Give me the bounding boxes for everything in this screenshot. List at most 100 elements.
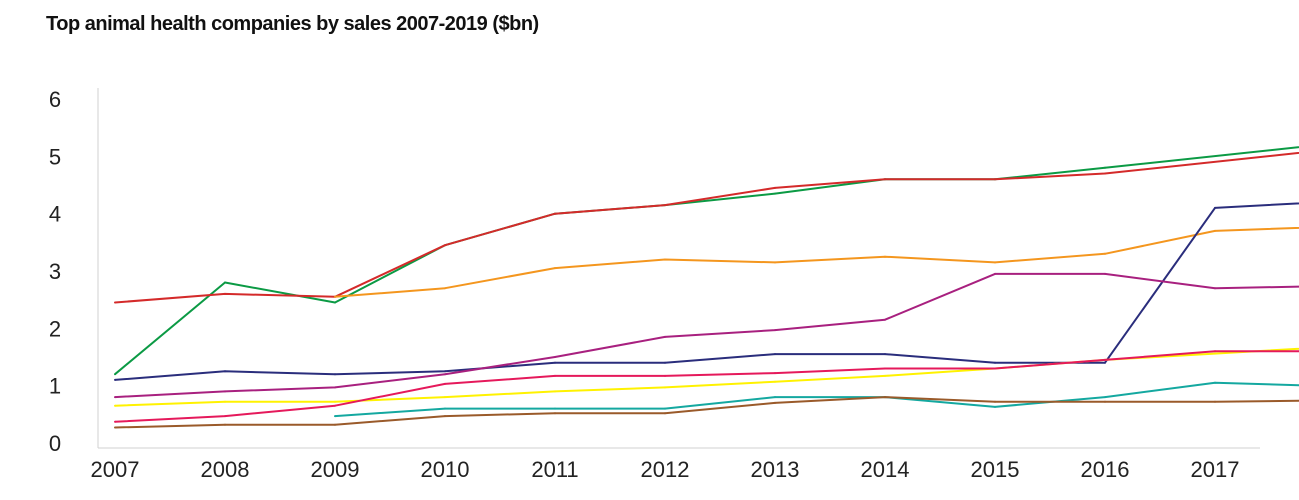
series-3-point-7 (994, 261, 996, 264)
x-tick-label: 2017 (1191, 457, 1240, 482)
series-9-point-8 (884, 396, 886, 399)
series-1-point-2 (224, 281, 226, 284)
series-8-point-8 (1104, 396, 1106, 399)
series-3-point-3 (554, 267, 556, 270)
series-4-point-3 (334, 373, 336, 376)
series-8-point-2 (444, 407, 446, 410)
series-8-point-4 (664, 407, 666, 410)
series-4-point-8 (884, 353, 886, 356)
y-tick-label: 4 (49, 202, 61, 227)
series-line-5 (114, 272, 1299, 399)
series-2-point-8 (884, 178, 886, 181)
series-7-point-11 (1214, 350, 1216, 353)
series-7-point-9 (994, 367, 996, 370)
series-9-point-3 (334, 423, 336, 426)
x-tick-label: 2009 (311, 457, 360, 482)
series-6-point-5 (554, 390, 556, 393)
series-6-point-7 (774, 380, 776, 383)
series-9-point-4 (444, 415, 446, 418)
series-8-point-1 (334, 415, 336, 418)
series-7-point-3 (334, 404, 336, 407)
series-4-point-5 (554, 361, 556, 364)
series-2-point-1 (114, 301, 116, 304)
series-6-point-4 (444, 396, 446, 399)
series-1-point-3 (334, 301, 336, 304)
series-4-point-4 (444, 370, 446, 373)
series-6-point-6 (664, 386, 666, 389)
series-3-point-4 (664, 258, 666, 261)
series-4-point-7 (774, 353, 776, 356)
series-9-point-1 (114, 426, 116, 429)
series-5-point-5 (554, 356, 556, 358)
series-9-point-9 (994, 400, 996, 403)
series-5-point-7 (774, 329, 776, 332)
series-7-point-2 (224, 415, 226, 418)
series-9-point-7 (774, 401, 776, 404)
series-2-point-5 (554, 212, 556, 215)
y-tick-label: 0 (49, 431, 61, 456)
series-7-point-1 (114, 420, 116, 423)
x-tick-labels: 2007 2008 2009 2010 2011 2012 2013 2014 2015 2016… (91, 457, 1240, 482)
x-tick-label: 2010 (421, 457, 470, 482)
series-3-point-2 (444, 287, 446, 290)
series-2-point-2 (224, 292, 226, 295)
series-7-point-10 (1104, 358, 1106, 361)
series-line-7 (114, 350, 1299, 423)
series-4-point-10 (1104, 361, 1106, 364)
series-7-point-5 (554, 374, 556, 377)
series-7-point-7 (774, 372, 776, 375)
series-3-point-5 (774, 261, 776, 264)
series-4-point-6 (664, 361, 666, 364)
series-5-point-10 (1104, 272, 1106, 275)
series-2-point-7 (774, 186, 776, 189)
y-tick-label: 2 (49, 316, 61, 341)
series-2-point-4 (444, 244, 446, 247)
series-line-9 (114, 396, 1299, 429)
series-5-point-6 (664, 335, 666, 338)
series-4-point-1 (114, 378, 116, 381)
x-tick-label: 2016 (1081, 457, 1130, 482)
x-tick-label: 2012 (641, 457, 690, 482)
series-5-point-11 (1214, 287, 1216, 290)
x-tick-label: 2007 (91, 457, 140, 482)
series-5-point-2 (224, 390, 226, 393)
series-5-point-9 (994, 272, 996, 275)
series-3-point-8 (1104, 252, 1106, 255)
y-tick-label: 3 (49, 259, 61, 284)
series-8-point-5 (774, 396, 776, 399)
series-9-point-2 (224, 423, 226, 426)
x-tick-label: 2008 (201, 457, 250, 482)
y-tick-label: 1 (49, 374, 61, 399)
y-tick-labels: 0 1 2 3 4 5 6 (49, 87, 61, 456)
series-3-point-6 (884, 255, 886, 258)
series-8-point-3 (554, 407, 556, 410)
series-9-point-5 (554, 412, 556, 415)
series-8-point-7 (994, 405, 996, 408)
series-4-point-2 (224, 370, 226, 373)
series-4-point-11 (1214, 206, 1216, 209)
series-line-8 (334, 381, 1299, 418)
series-6-point-3 (334, 400, 336, 403)
chart-title: Top animal health companies by sales 200… (46, 13, 539, 35)
series-1-point-1 (114, 373, 116, 376)
series-2-point-6 (664, 204, 666, 207)
y-tick-label: 6 (49, 87, 61, 112)
series-6-point-2 (224, 400, 226, 403)
series-9-point-6 (664, 412, 666, 415)
series-1-point-10 (1104, 166, 1106, 169)
series-5-point-8 (884, 318, 886, 321)
x-tick-label: 2013 (751, 457, 800, 482)
series-9-point-11 (1214, 400, 1216, 403)
series-line-4 (114, 202, 1299, 381)
series-9-point-10 (1104, 400, 1106, 403)
series-7-point-8 (884, 367, 886, 370)
series-2-point-10 (1104, 172, 1106, 175)
series-5-point-3 (334, 386, 336, 389)
series-line-2 (114, 151, 1299, 304)
x-tick-label: 2014 (861, 457, 910, 482)
x-tick-label: 2015 (971, 457, 1020, 482)
series-4-point-9 (994, 361, 996, 364)
series-5-point-1 (114, 396, 116, 399)
series-layer (114, 146, 1299, 429)
